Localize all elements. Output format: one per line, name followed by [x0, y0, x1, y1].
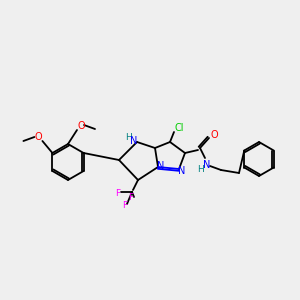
Text: O: O	[210, 130, 218, 140]
Text: F: F	[122, 202, 128, 211]
Text: N: N	[178, 166, 186, 176]
Text: N: N	[203, 160, 211, 170]
Text: O: O	[77, 121, 85, 131]
Text: F: F	[128, 193, 134, 202]
Text: H: H	[196, 164, 203, 173]
Text: N: N	[130, 136, 138, 146]
Text: F: F	[116, 188, 121, 197]
Text: N: N	[157, 161, 165, 171]
Text: H: H	[126, 133, 132, 142]
Text: Cl: Cl	[174, 123, 184, 133]
Text: O: O	[34, 132, 42, 142]
